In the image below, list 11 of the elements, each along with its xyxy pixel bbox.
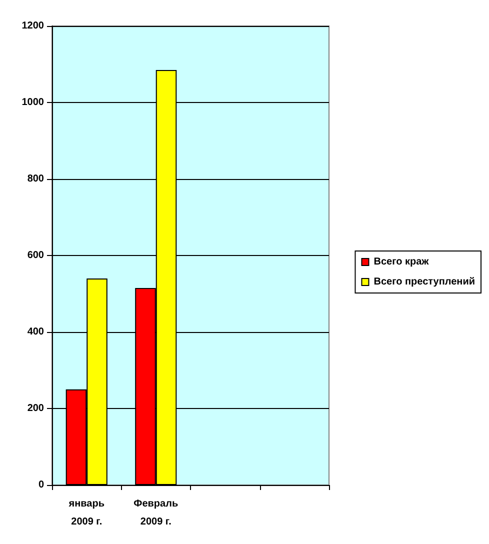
y-tick-label: 400 [27, 326, 44, 338]
legend-label: Всего преступлений [374, 276, 476, 288]
y-tick-label: 1000 [22, 97, 44, 108]
y-tick-label: 200 [27, 403, 44, 414]
x-tick-label: январь 2009 г. [68, 498, 104, 528]
x-tick-label: Февраль 2009 г. [134, 498, 178, 528]
legend-label: Всего краж [374, 256, 430, 268]
y-tick-label: 800 [27, 174, 44, 184]
y-tick-label: 1200 [22, 20, 44, 32]
y-tick-label: 0 [38, 480, 44, 490]
y-tick-label: 600 [27, 250, 44, 261]
